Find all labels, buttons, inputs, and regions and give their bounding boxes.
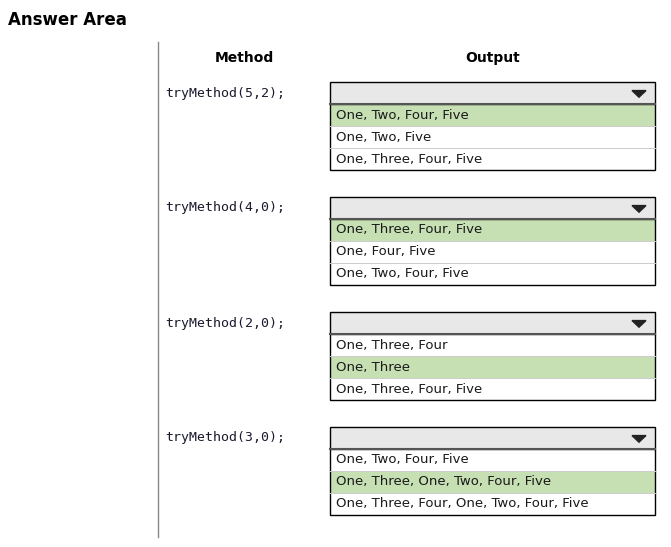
Bar (330, 104, 655, 170)
Polygon shape (632, 435, 646, 442)
Text: One, Three, Four, Five: One, Three, Four, Five (336, 153, 482, 166)
Bar (330, 449, 655, 471)
Text: Method: Method (214, 51, 274, 65)
Bar (330, 378, 655, 400)
Text: One, Three: One, Three (336, 360, 410, 374)
Text: One, Four, Five: One, Four, Five (336, 246, 435, 259)
Bar (330, 356, 655, 378)
Text: Output: Output (465, 51, 520, 65)
Polygon shape (632, 321, 646, 327)
Bar (330, 312, 655, 334)
Bar (330, 148, 655, 170)
Text: One, Three, Four, Five: One, Three, Four, Five (336, 382, 482, 395)
Text: tryMethod(3,0);: tryMethod(3,0); (165, 432, 285, 445)
Text: One, Two, Five: One, Two, Five (336, 131, 431, 143)
Text: tryMethod(2,0);: tryMethod(2,0); (165, 317, 285, 329)
Bar (330, 104, 655, 126)
Text: tryMethod(4,0);: tryMethod(4,0); (165, 201, 285, 214)
Text: One, Three, Four, Five: One, Three, Four, Five (336, 224, 482, 236)
Bar (330, 334, 655, 400)
Text: One, Two, Four, Five: One, Two, Four, Five (336, 108, 469, 121)
Text: tryMethod(5,2);: tryMethod(5,2); (165, 86, 285, 100)
Polygon shape (632, 206, 646, 212)
Bar (330, 427, 655, 449)
Bar (330, 219, 655, 285)
Bar (330, 493, 655, 515)
Text: Answer Area: Answer Area (8, 11, 127, 29)
Text: One, Two, Four, Five: One, Two, Four, Five (336, 267, 469, 281)
Bar (330, 334, 655, 356)
Bar (330, 263, 655, 285)
Bar (330, 126, 655, 148)
Text: One, Two, Four, Five: One, Two, Four, Five (336, 453, 469, 467)
Bar (330, 82, 655, 104)
Bar (330, 241, 655, 263)
Polygon shape (632, 91, 646, 97)
Bar (330, 197, 655, 219)
Text: One, Three, One, Two, Four, Five: One, Three, One, Two, Four, Five (336, 475, 551, 488)
Bar (330, 219, 655, 241)
Text: One, Three, Four: One, Three, Four (336, 339, 448, 352)
Bar (330, 449, 655, 515)
Text: One, Three, Four, One, Two, Four, Five: One, Three, Four, One, Two, Four, Five (336, 498, 588, 510)
Bar (330, 471, 655, 493)
